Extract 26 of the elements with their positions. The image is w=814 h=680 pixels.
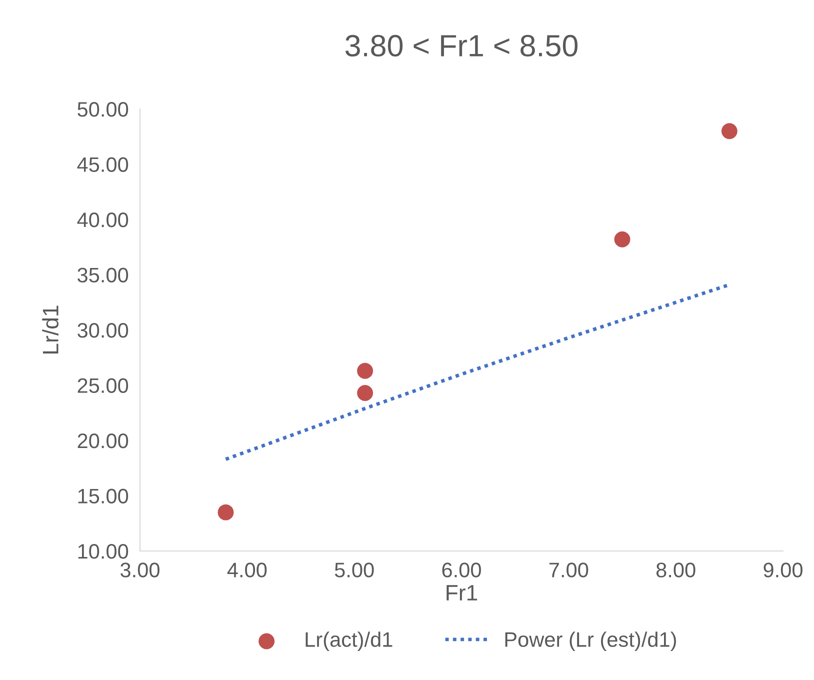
y-tick-label: 40.00 [77,212,128,228]
point [357,362,374,379]
y-tick-label: 50.00 [78,102,128,117]
x-tick-label: 8.00 [656,562,696,578]
y-tick-label: 45.00 [77,157,128,172]
y-tick-label: 35.00 [78,268,128,283]
y-tick-label: 15.00 [78,488,128,504]
point [614,231,630,248]
x-tick-label: 3.00 [120,562,160,578]
chart-title: 3.80 < Fr1 < 8.50 [345,34,578,57]
y-tick-label: 25.00 [78,378,128,394]
x-tick-label: 7.00 [549,562,588,578]
point [721,123,738,140]
y-tick-label: 20.00 [78,434,128,448]
x-tick-label: 6.00 [442,562,481,578]
y-tick-label: 30.00 [78,323,128,338]
x-tick-label: 5.00 [334,562,374,578]
point [357,385,374,401]
x-tick-label: 9.00 [764,562,802,578]
legend-label: Power (Lr (est)/d1) [505,632,676,652]
point [218,504,234,520]
legend-label: Lr(act)/d1 [306,632,392,652]
x-axis-title: Fr1 [446,585,478,600]
y-axis-title: Lr/d1 [42,306,58,354]
x-tick-label: 4.00 [227,562,267,578]
y-tick-label: 10.00 [78,544,128,559]
